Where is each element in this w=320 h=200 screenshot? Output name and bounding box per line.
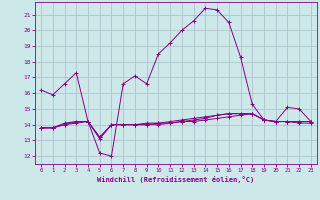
X-axis label: Windchill (Refroidissement éolien,°C): Windchill (Refroidissement éolien,°C)	[97, 176, 255, 183]
